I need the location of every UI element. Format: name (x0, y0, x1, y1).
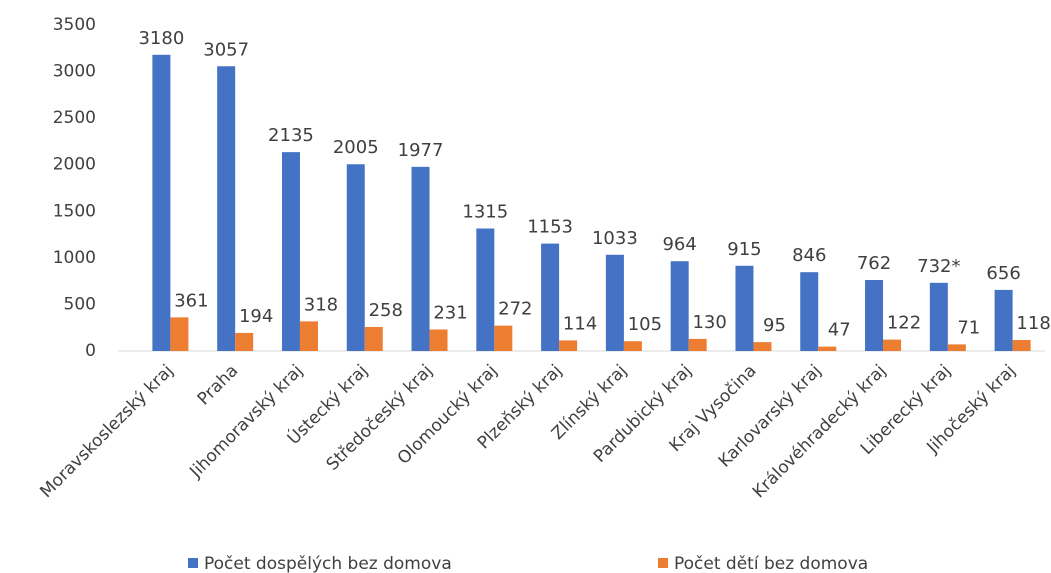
y-tick-label: 500 (64, 294, 96, 314)
bar (670, 261, 689, 351)
bar (559, 340, 578, 351)
legend-swatch (188, 558, 198, 568)
bar (735, 265, 754, 351)
value-label: 114 (563, 313, 597, 334)
value-label: 846 (792, 245, 826, 266)
bar (364, 326, 383, 351)
y-tick-label: 0 (85, 341, 96, 361)
value-label: 47 (828, 320, 851, 341)
value-label: 762 (857, 253, 891, 274)
value-label: 118 (1016, 313, 1050, 334)
bar (170, 317, 189, 351)
bar (753, 342, 772, 351)
bar (800, 272, 819, 351)
legend-label: Počet dospělých bez domova (204, 554, 452, 573)
value-label: 95 (763, 315, 786, 336)
bar (605, 254, 624, 351)
value-label: 105 (628, 314, 662, 335)
bar (818, 346, 837, 351)
value-label: 2005 (333, 137, 379, 158)
bar (994, 289, 1013, 351)
y-tick-label: 3500 (53, 15, 96, 35)
value-label: 915 (727, 239, 761, 260)
bar (883, 339, 902, 351)
value-label: 656 (986, 263, 1020, 284)
value-label: 194 (239, 306, 273, 327)
x-tick-label: Praha (194, 361, 242, 409)
value-label: 258 (369, 300, 403, 321)
y-tick-label: 1500 (53, 201, 96, 221)
x-tick-label: Moravskoslezský kraj (36, 361, 177, 502)
bar (929, 282, 948, 351)
bar (688, 338, 707, 351)
y-tick-label: 2500 (53, 108, 96, 128)
y-tick-label: 2000 (53, 155, 96, 175)
bar (541, 243, 560, 351)
value-label: 130 (692, 312, 726, 333)
value-label: 318 (304, 294, 338, 315)
y-tick-label: 3000 (53, 62, 96, 82)
bar (947, 344, 966, 351)
value-label: 732* (917, 256, 960, 277)
value-label: 2135 (268, 125, 314, 146)
value-label: 122 (887, 313, 921, 334)
bar (411, 166, 430, 351)
value-label: 231 (433, 302, 467, 323)
value-label: 71 (957, 317, 980, 338)
bar (299, 321, 318, 351)
y-tick-label: 1000 (53, 248, 96, 268)
legend-swatch (658, 558, 668, 568)
value-label: 361 (174, 290, 208, 311)
legend-label: Počet dětí bez domova (674, 554, 868, 573)
value-label: 272 (498, 299, 532, 320)
bar (152, 54, 171, 351)
bar (476, 228, 495, 351)
x-tick-label: Jihomoravský kraj (186, 361, 308, 483)
bar (281, 152, 300, 351)
bar (235, 332, 254, 351)
value-label: 3180 (138, 28, 184, 49)
bar (623, 341, 642, 351)
value-label: 3057 (203, 39, 249, 60)
bar (429, 329, 448, 351)
bar (865, 280, 884, 351)
bar (346, 164, 365, 351)
value-label: 1033 (592, 228, 638, 249)
value-label: 1977 (398, 140, 444, 161)
value-label: 964 (662, 234, 696, 255)
bar (1012, 340, 1031, 351)
value-label: 1315 (462, 202, 508, 223)
bar (217, 66, 236, 352)
bar (494, 325, 513, 351)
value-label: 1153 (527, 217, 573, 238)
